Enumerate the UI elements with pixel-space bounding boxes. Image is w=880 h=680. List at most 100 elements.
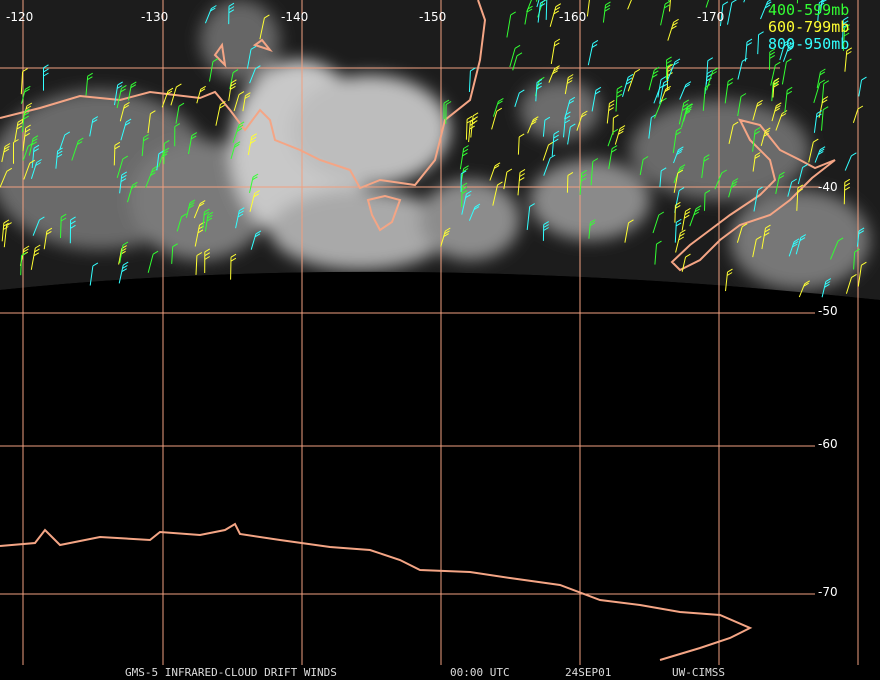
wind-barb <box>21 85 31 104</box>
legend-entry: 400-599mb <box>768 1 849 19</box>
wind-barb <box>119 241 129 264</box>
wind-barb <box>188 132 198 155</box>
wind-barb <box>679 81 692 100</box>
wind-barb <box>627 0 632 10</box>
wind-barb <box>536 0 540 8</box>
wind-barb <box>195 252 203 275</box>
wind-barb <box>666 56 672 80</box>
wind-barb <box>659 167 667 188</box>
wind-barb <box>170 83 182 106</box>
wind-barb <box>627 68 641 92</box>
wind-barb <box>543 154 556 176</box>
wind-barb <box>669 0 671 12</box>
wind-barb <box>204 248 211 274</box>
wind-barb <box>842 24 850 51</box>
wind-barb <box>202 208 210 229</box>
wind-barb <box>727 0 738 25</box>
latitude-label: -70 <box>818 585 838 599</box>
wind-barb <box>461 190 472 215</box>
wind-barb <box>752 235 762 258</box>
wind-barb <box>32 216 45 236</box>
wind-barb <box>787 178 797 197</box>
wind-barb <box>517 133 525 155</box>
wind-barb <box>667 18 679 41</box>
wind-barb <box>652 211 665 234</box>
footer-text: UW-CIMSS <box>672 666 725 679</box>
wind-barb <box>492 97 504 117</box>
wind-barb <box>798 280 810 298</box>
wind-barb <box>816 68 826 89</box>
wind-barb <box>845 273 857 294</box>
wind-barb <box>14 118 24 142</box>
wind-barb <box>215 100 226 126</box>
wind-barb <box>673 169 684 193</box>
wind-barbs <box>0 0 867 298</box>
wind-barb <box>856 227 865 247</box>
wind-barb <box>31 144 40 169</box>
wind-barb <box>586 0 590 17</box>
wind-barb <box>250 230 262 250</box>
wind-barb <box>753 186 764 212</box>
wind-barb <box>737 93 747 117</box>
wind-barb <box>3 222 12 248</box>
wind-barb <box>752 152 761 172</box>
wind-barb <box>20 68 28 95</box>
wind-barb <box>681 207 691 231</box>
wind-barb <box>23 159 36 180</box>
wind-barb <box>779 39 791 61</box>
wind-barb <box>443 99 450 120</box>
wind-barb <box>43 64 49 91</box>
wind-barb <box>795 234 807 255</box>
wind-barb <box>30 159 42 179</box>
wind-barb <box>564 74 574 95</box>
wind-barb <box>624 219 634 243</box>
wind-barb <box>797 163 808 185</box>
wind-barb <box>844 47 853 72</box>
wind-barb <box>465 115 473 140</box>
wind-barb <box>537 0 546 23</box>
wind-barb <box>672 127 682 154</box>
wind-barb <box>175 102 185 124</box>
wind-barb <box>174 123 181 147</box>
wind-barb <box>59 131 71 150</box>
wind-barb <box>853 248 860 270</box>
wind-barb <box>760 0 772 20</box>
wind-barb <box>771 102 782 122</box>
wind-barb <box>185 199 196 218</box>
wind-barb <box>204 5 217 24</box>
wind-barb <box>761 224 771 250</box>
wind-barb <box>796 184 804 211</box>
grid <box>0 0 859 665</box>
wind-barb <box>576 110 588 131</box>
wind-barb <box>171 243 178 264</box>
wind-barb <box>147 110 156 134</box>
wind-barb <box>660 0 671 26</box>
wind-barb <box>659 79 669 104</box>
wind-barb <box>259 14 270 40</box>
longitude-label: -160 <box>559 10 586 24</box>
wind-barb <box>704 189 711 211</box>
coastlines <box>0 0 836 661</box>
wind-barb <box>468 203 481 221</box>
wind-barb <box>235 207 245 229</box>
wind-barb <box>55 147 63 169</box>
wind-barb <box>548 65 560 83</box>
wind-barb <box>591 86 602 112</box>
wind-barb <box>550 38 561 64</box>
wind-barb <box>736 223 748 243</box>
wind-barb <box>0 167 13 188</box>
wind-barb <box>857 261 867 287</box>
wind-barb <box>563 111 571 138</box>
longitude-label: -140 <box>281 10 308 24</box>
wind-barb <box>590 158 599 186</box>
wind-barb <box>788 238 800 257</box>
wind-barb <box>737 57 748 80</box>
wind-barb <box>249 190 260 212</box>
wind-barb <box>660 85 671 103</box>
footer-text: 24SEP01 <box>565 666 611 679</box>
wind-barb <box>116 155 129 179</box>
wind-barb <box>564 96 576 120</box>
wind-barb <box>22 124 31 152</box>
wind-barb <box>20 252 27 276</box>
